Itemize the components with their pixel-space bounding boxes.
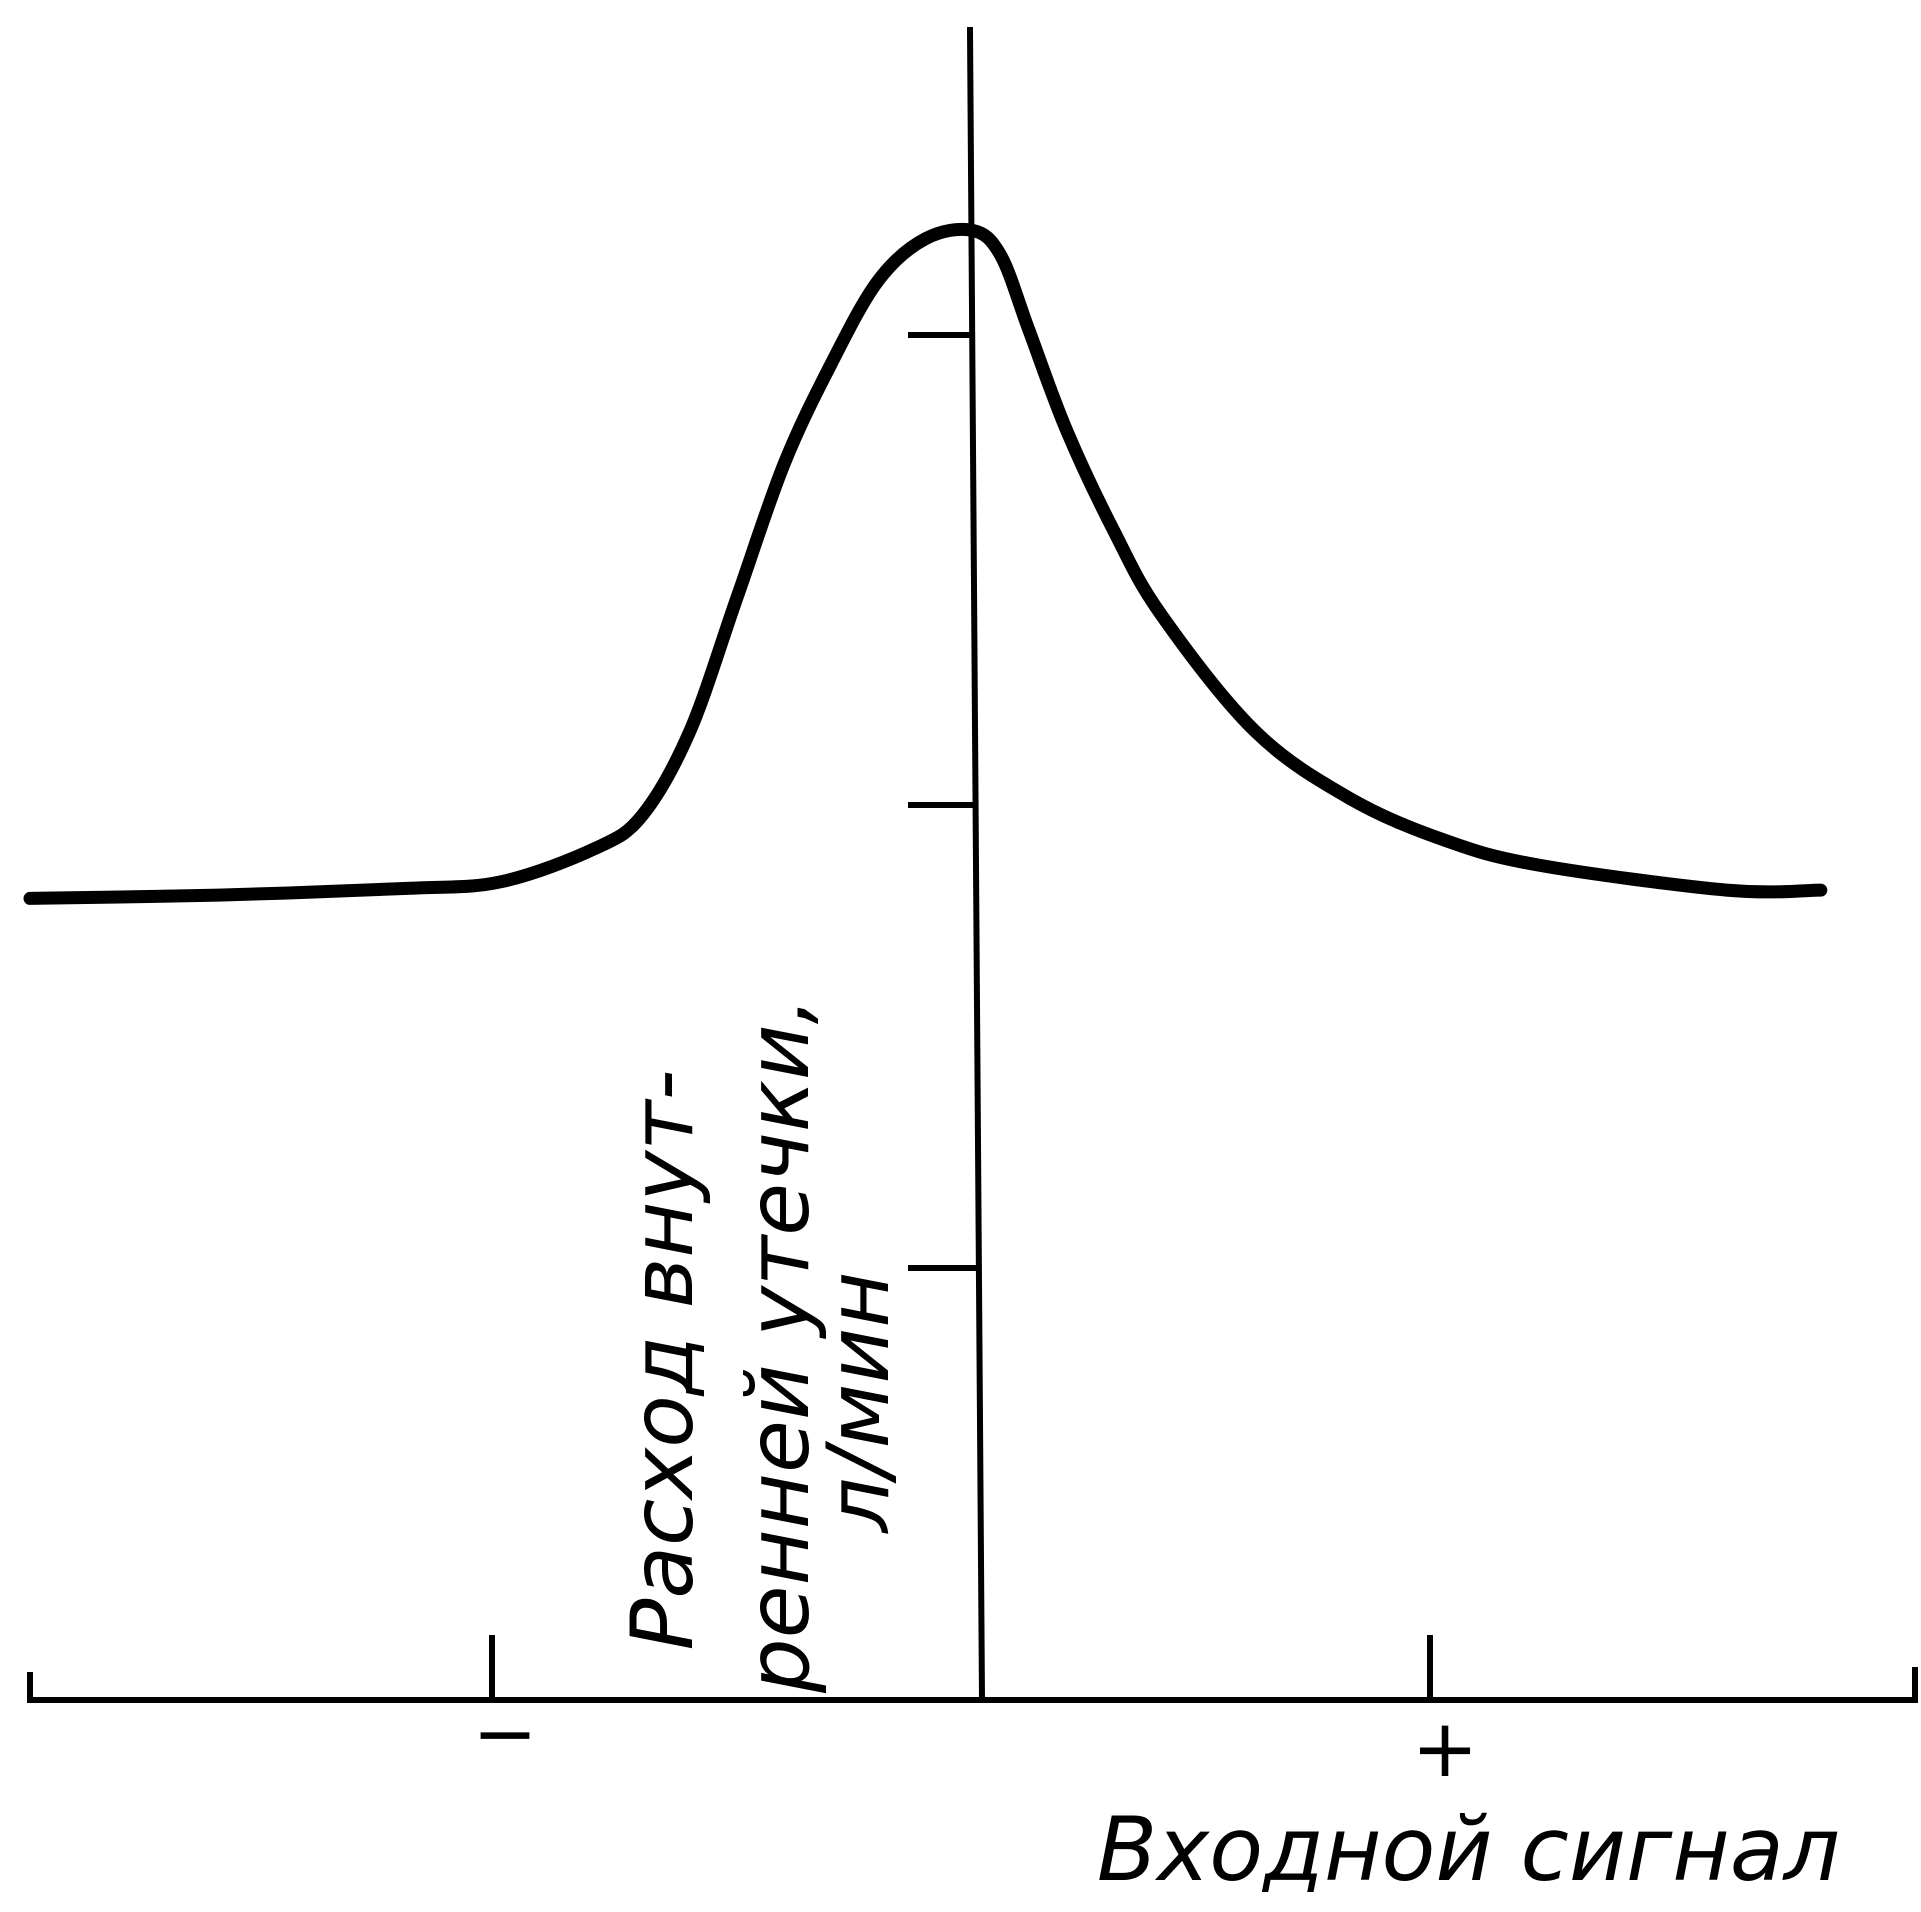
x-tick-label-plus: + [1411, 1702, 1478, 1795]
y-axis-label-line-3: л/мин [809, 1272, 909, 1535]
series-line [23, 222, 1828, 905]
x-axis-label: Входной сигнал [1097, 1798, 1840, 1901]
y-axis-label-line-1: Расход внут- [613, 1069, 713, 1650]
y-axis [966, 26, 986, 1704]
x-tick-label-minus: − [472, 1689, 537, 1779]
y-axis-label-line-2: ренней утечки, [729, 997, 829, 1694]
y-axis-label: Расход внут- ренней утечки, л/мин [613, 997, 909, 1694]
